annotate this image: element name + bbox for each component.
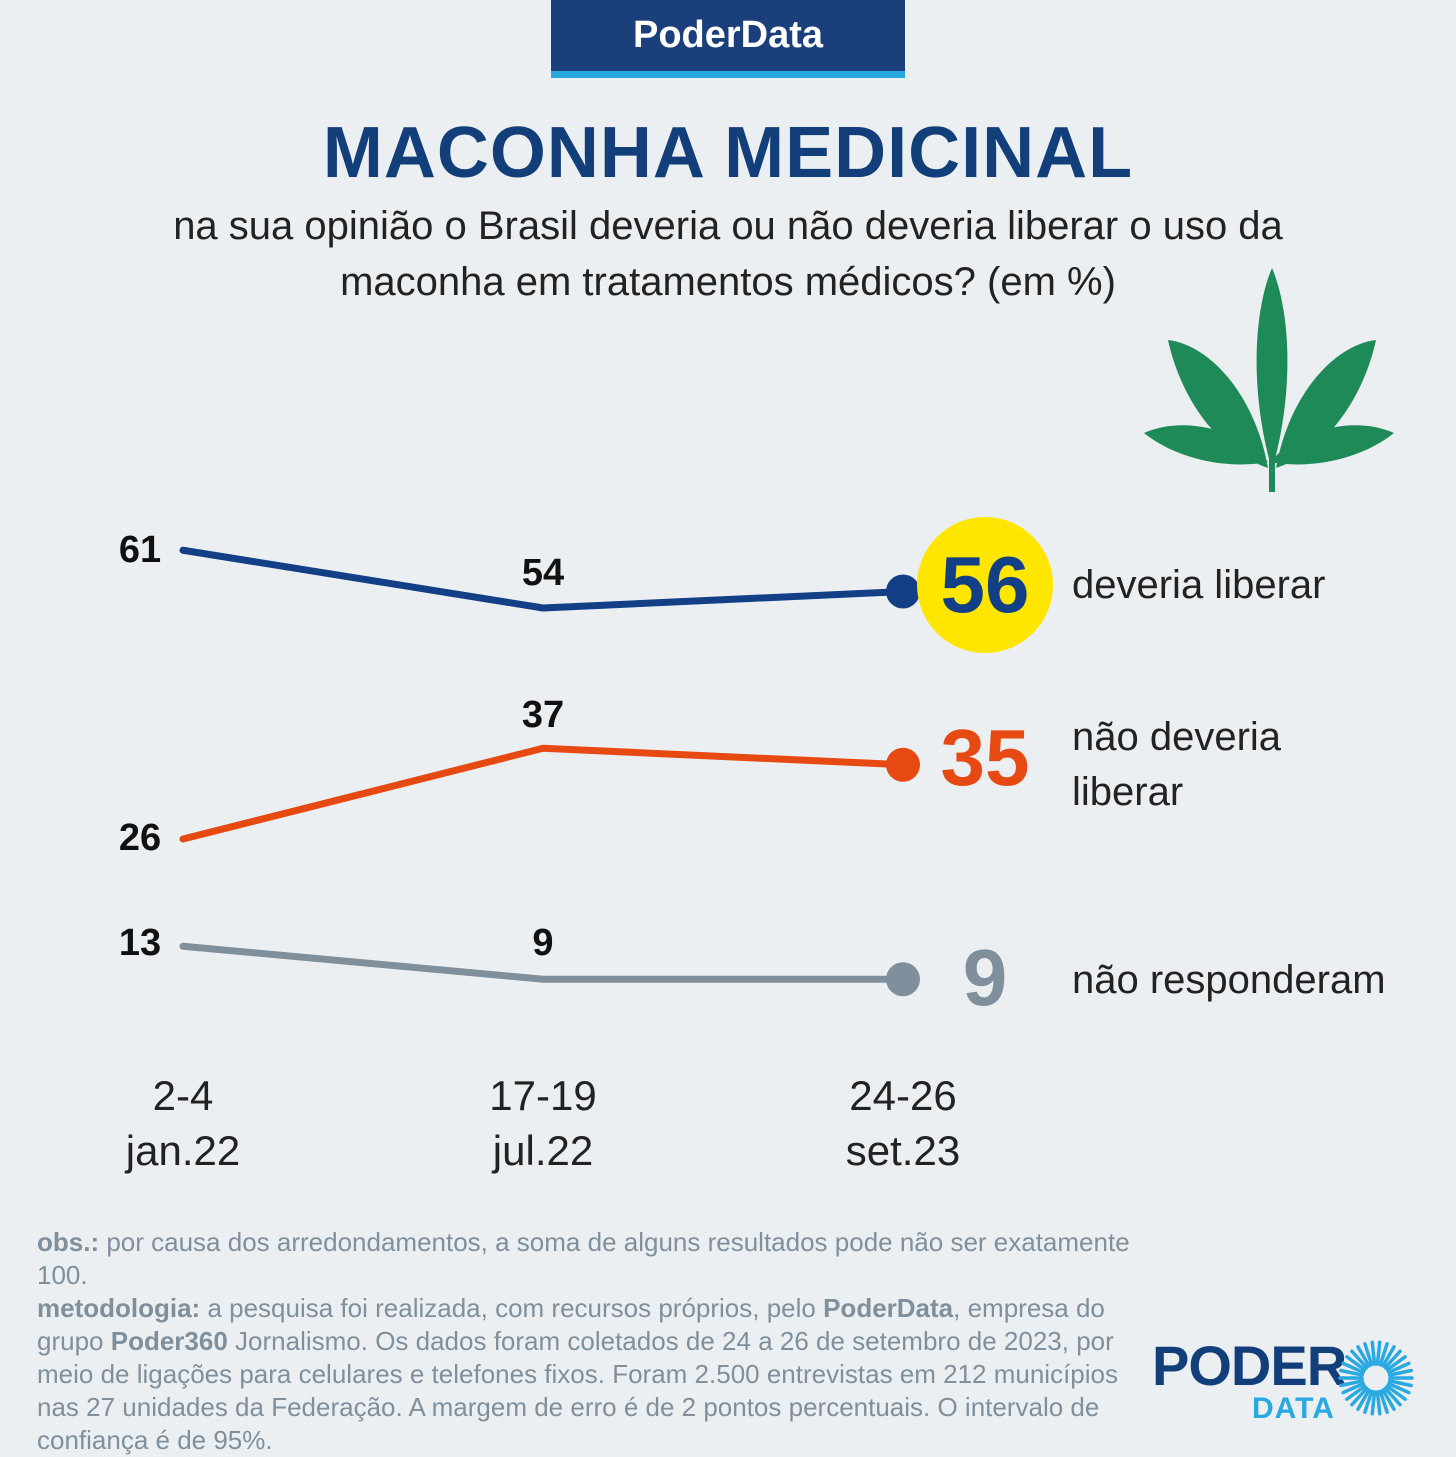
methodology-note: metodologia: a pesquisa foi realizada, c… bbox=[37, 1293, 1119, 1455]
x-tick-label: 17-19 bbox=[489, 1072, 596, 1119]
data-label: 37 bbox=[522, 694, 564, 736]
x-tick-label: 2-4 bbox=[153, 1072, 214, 1119]
logo-burst-icon bbox=[1338, 1340, 1414, 1416]
series-line-2 bbox=[179, 744, 907, 843]
data-label: 26 bbox=[119, 817, 161, 859]
obs-note: obs.: por causa dos arredondamentos, a s… bbox=[37, 1226, 1147, 1292]
x-tick-label: jul.22 bbox=[491, 1127, 593, 1174]
methodology-label: metodologia: bbox=[37, 1293, 201, 1323]
methodology-group: Poder360 bbox=[110, 1326, 228, 1356]
logo-word-poder: PODER bbox=[1152, 1334, 1347, 1397]
brand-tab: PoderData bbox=[551, 0, 905, 78]
cannabis-leaf-icon bbox=[1144, 268, 1394, 492]
highlight-circle bbox=[917, 517, 1053, 653]
logo-word-data: DATA bbox=[1252, 1392, 1335, 1425]
series-name-label: deveria liberar bbox=[1072, 563, 1325, 607]
x-tick-label: 24-26 bbox=[849, 1072, 956, 1119]
footnotes: obs.: por causa dos arredondamentos, a s… bbox=[37, 1226, 1147, 1457]
x-tick-label: set.23 bbox=[846, 1127, 960, 1174]
obs-label: obs.: bbox=[37, 1227, 100, 1257]
series-end-dot-3 bbox=[886, 962, 920, 997]
series-last-value-1: 56 bbox=[941, 540, 1030, 629]
series-name-label: liberar bbox=[1072, 770, 1183, 814]
data-label: 13 bbox=[119, 922, 161, 964]
series-line-3 bbox=[179, 942, 907, 983]
poderdata-logo: PODER DATA bbox=[1152, 1336, 1422, 1436]
series-line-1 bbox=[179, 546, 907, 612]
series-end-dot-1 bbox=[886, 574, 920, 609]
chart-title: MACONHA MEDICINAL bbox=[322, 113, 1134, 193]
x-tick-label: jan.22 bbox=[124, 1127, 240, 1174]
methodology-org: PoderData bbox=[823, 1293, 954, 1323]
series-name-label: não deveria bbox=[1072, 715, 1282, 759]
series-name-label: não responderam bbox=[1072, 958, 1386, 1002]
chart-subtitle: na sua opinião o Brasil deveria ou não d… bbox=[173, 204, 1283, 304]
data-label: 9 bbox=[532, 922, 553, 964]
series-last-value-3: 9 bbox=[963, 933, 1008, 1022]
series-last-value-2: 35 bbox=[941, 713, 1030, 802]
obs-text: por causa dos arredondamentos, a soma de… bbox=[37, 1227, 1130, 1290]
data-label: 61 bbox=[119, 529, 161, 571]
data-label: 54 bbox=[522, 552, 564, 594]
series-end-dot-2 bbox=[886, 747, 920, 782]
